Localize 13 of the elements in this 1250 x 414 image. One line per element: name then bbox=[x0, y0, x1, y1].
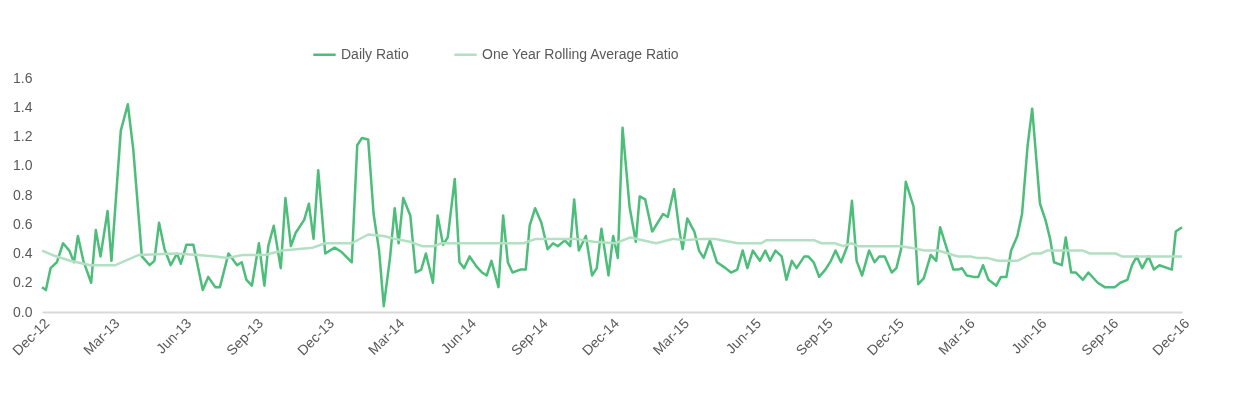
y-tick-label: 1.0 bbox=[13, 157, 33, 174]
y-tick-label: 0.8 bbox=[13, 186, 33, 203]
line-series bbox=[40, 233, 1184, 267]
y-tick-label: 1.2 bbox=[13, 128, 33, 144]
legend-label: Daily Ratio bbox=[341, 45, 409, 62]
y-tick-label: 0.0 bbox=[13, 303, 33, 320]
legend-label: One Year Rolling Average Ratio bbox=[482, 45, 679, 62]
y-tick-label: 0.2 bbox=[13, 274, 33, 291]
y-tick-label: 1.4 bbox=[13, 98, 33, 115]
y-tick-label: 0.6 bbox=[13, 215, 33, 232]
line-series bbox=[40, 103, 1184, 308]
y-tick-label: 1.6 bbox=[13, 69, 33, 86]
y-tick-label: 0.4 bbox=[13, 245, 33, 261]
